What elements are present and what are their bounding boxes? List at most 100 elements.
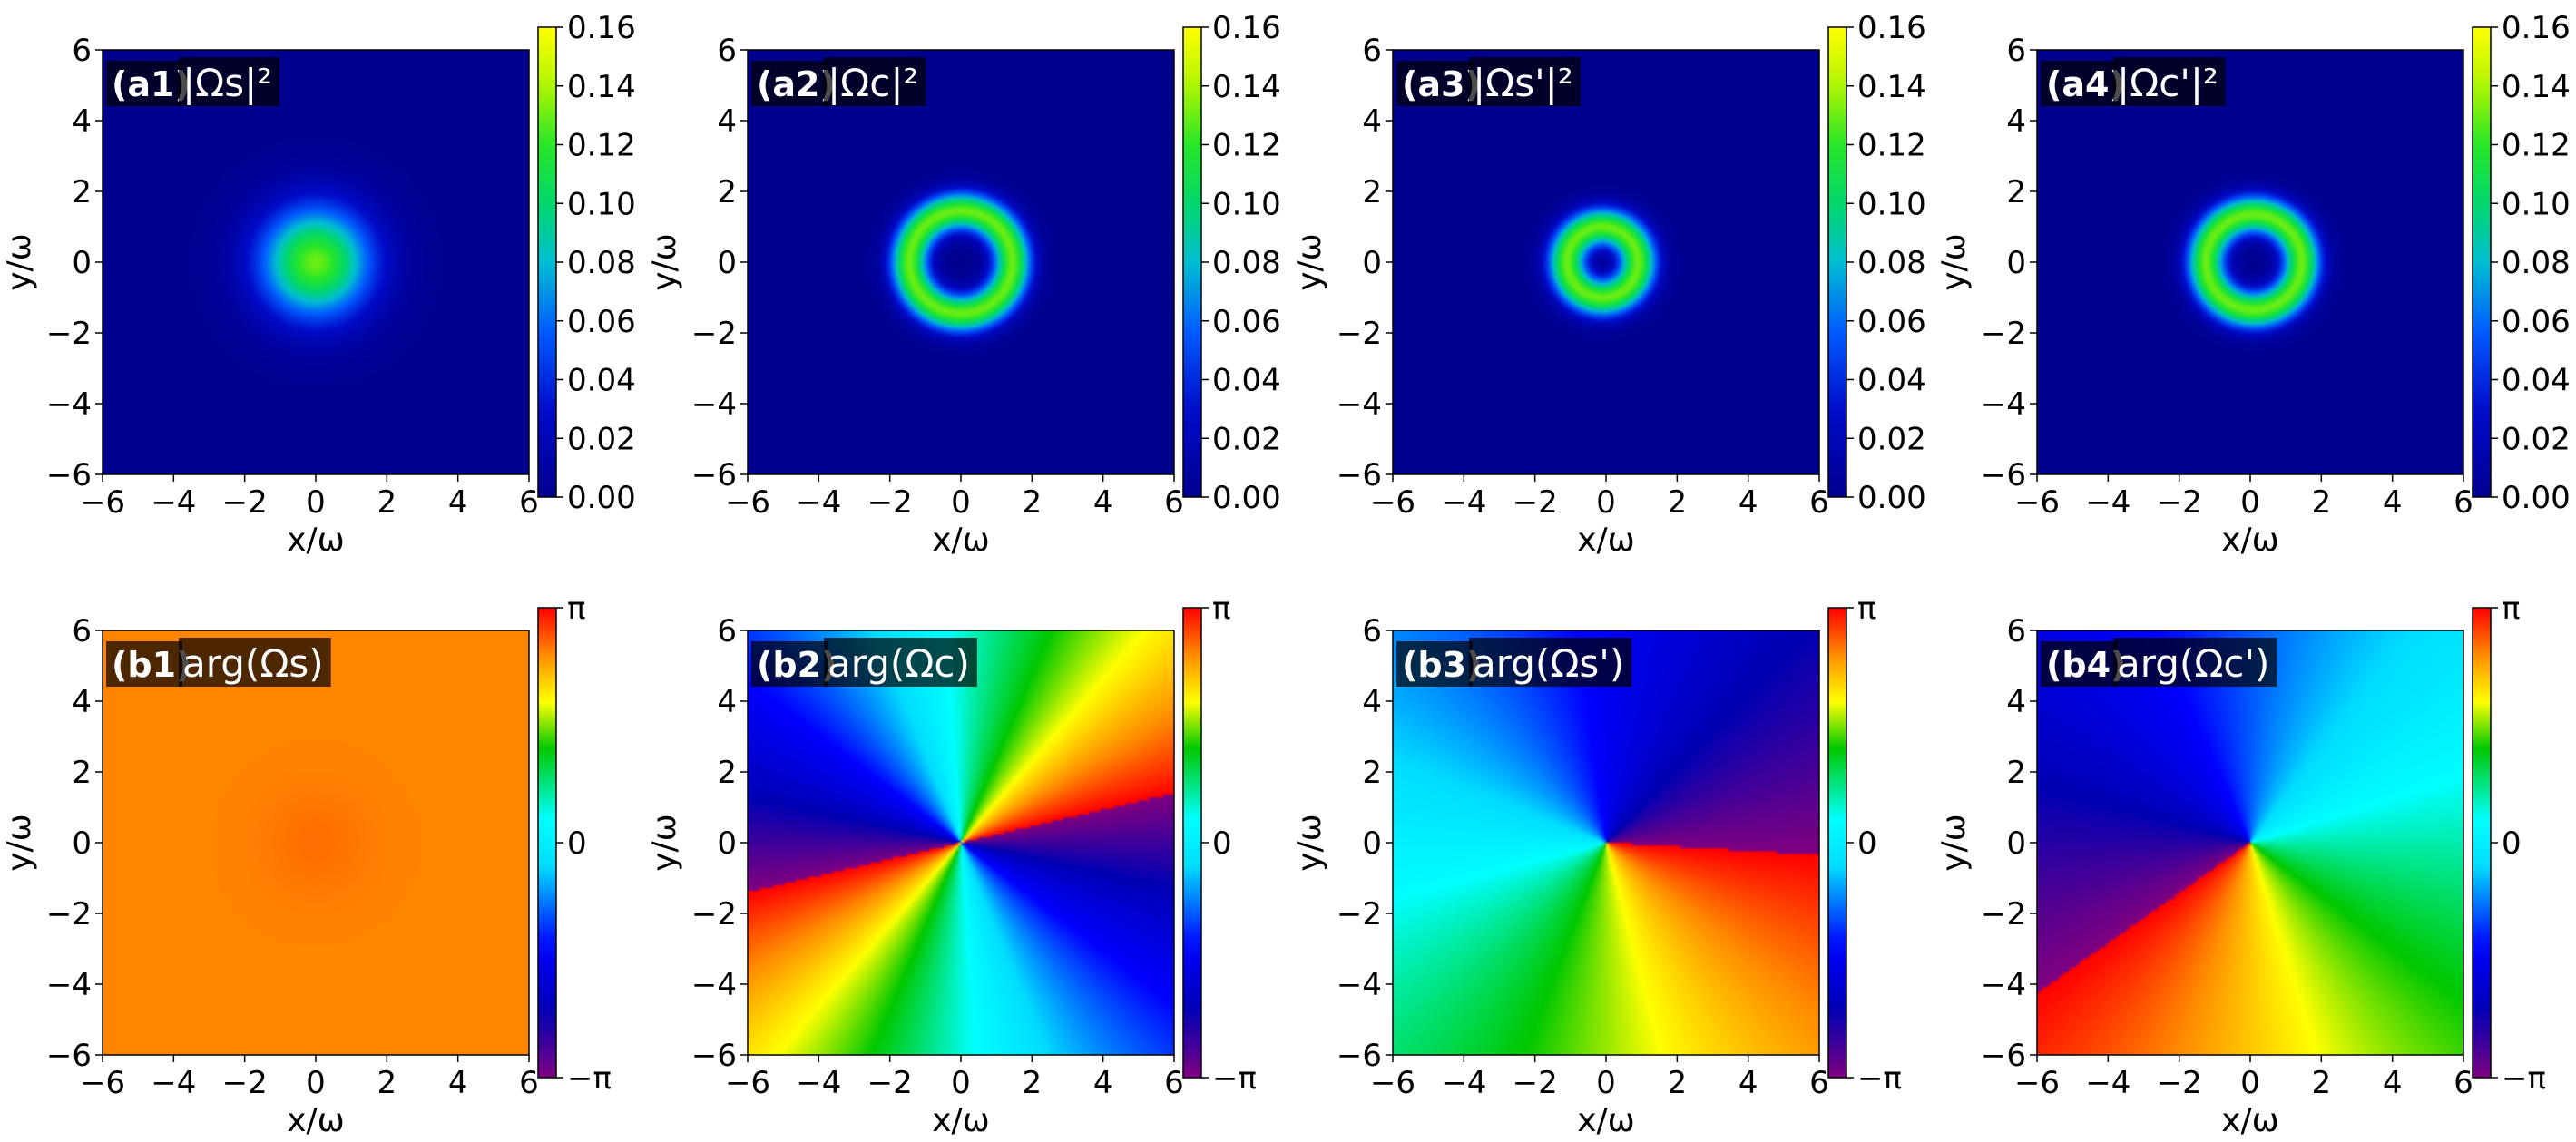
x-tick-label: 2 bbox=[1023, 1065, 1043, 1101]
colorbar-tick-label: 0.08 bbox=[2502, 245, 2571, 281]
y-axis-label: y/ω bbox=[1935, 814, 1973, 872]
x-tick-label: −4 bbox=[1441, 484, 1486, 521]
y-tick-label: 4 bbox=[72, 103, 92, 140]
x-axis-label: x/ω bbox=[287, 522, 345, 559]
colorbar-tick-label: 0.06 bbox=[2502, 304, 2571, 340]
colorbar-tick-label: 0.08 bbox=[1857, 245, 1926, 281]
y-axis-label: y/ω bbox=[1, 233, 38, 291]
y-tick-label: 4 bbox=[717, 684, 737, 720]
colorbar-tick-label: 0.16 bbox=[567, 10, 636, 46]
y-tick-label: 0 bbox=[1362, 245, 1382, 281]
colorbar-tick-label: 0.16 bbox=[2502, 10, 2571, 46]
colorbar-tick-label: 0.12 bbox=[1212, 128, 1281, 164]
y-tick-label: 6 bbox=[717, 613, 737, 649]
y-tick-label: 4 bbox=[72, 684, 92, 720]
x-tick-label: 2 bbox=[1668, 484, 1688, 521]
colorbar-tick-label: 0.00 bbox=[1857, 480, 1926, 516]
y-axis-label: y/ω bbox=[646, 814, 683, 872]
x-tick-label: 6 bbox=[2454, 1065, 2473, 1101]
y-tick-label: 0 bbox=[72, 245, 92, 281]
x-axis-label: x/ω bbox=[1577, 522, 1635, 559]
x-tick-label: 0 bbox=[951, 1065, 971, 1101]
x-axis-label: x/ω bbox=[2221, 1102, 2279, 1139]
x-tick-label: −6 bbox=[725, 1065, 770, 1101]
x-tick-label: 4 bbox=[1093, 1065, 1113, 1101]
colorbar-tick-label: 0.16 bbox=[1857, 10, 1926, 46]
panel-tag-box bbox=[1396, 61, 1473, 106]
colorbar-tick-label: 0 bbox=[1212, 825, 1232, 862]
heatmap-a2 bbox=[748, 50, 1174, 474]
x-tick-label: 2 bbox=[1668, 1065, 1688, 1101]
colorbar-tick-label: −π bbox=[2502, 1060, 2546, 1097]
colorbar-tick-label: −π bbox=[1857, 1060, 1902, 1097]
panel-tag: (b2) bbox=[757, 645, 837, 685]
colorbar-tick-label: 0.02 bbox=[567, 421, 636, 457]
heatmap-b1 bbox=[103, 630, 529, 1055]
y-tick-label: 0 bbox=[2006, 245, 2026, 281]
colorbar-tick-label: 0.10 bbox=[1857, 186, 1926, 222]
x-tick-label: 2 bbox=[2312, 484, 2332, 521]
colorbar-tick-label: 0.06 bbox=[1857, 304, 1926, 340]
y-tick-label: −4 bbox=[1981, 386, 2026, 423]
colorbar-tick-label: −π bbox=[1212, 1060, 1257, 1097]
y-tick-label: 0 bbox=[1362, 825, 1382, 862]
y-tick-label: −2 bbox=[1337, 316, 1382, 352]
colorbar-tick-label: 0.16 bbox=[1212, 10, 1281, 46]
y-tick-label: 6 bbox=[72, 613, 92, 649]
colorbar bbox=[537, 26, 557, 498]
colorbar-tick-label: 0.14 bbox=[1857, 69, 1926, 105]
x-tick-label: 6 bbox=[1164, 484, 1184, 521]
y-tick-label: −2 bbox=[46, 896, 92, 932]
x-tick-label: −6 bbox=[80, 1065, 125, 1101]
x-tick-label: 0 bbox=[1596, 1065, 1616, 1101]
panel-a4: −6 −4 −2 0 2 4 6 −6 −4 −2 0 2 4 6 x/ω y/ω (a4)|Ωc'|² 0.00… bbox=[1935, 10, 2571, 559]
colorbar-tick-label: 0.04 bbox=[1212, 363, 1281, 399]
colorbar-tick-label: 0.14 bbox=[567, 69, 636, 105]
panel-a3: −6 −4 −2 0 2 4 6 −6 −4 −2 0 2 4 6 x/ω y/ω (a3)|Ωs'|² 0.00… bbox=[1291, 10, 1926, 559]
panel-tag: (a1) bbox=[112, 64, 191, 104]
panel-tag-box bbox=[2041, 61, 2117, 106]
y-tick-label: 0 bbox=[717, 825, 737, 862]
colorbar-tick-label: 0.12 bbox=[2502, 128, 2571, 164]
heatmap-a1 bbox=[103, 50, 529, 474]
colorbar-tick-label: 0.08 bbox=[1212, 245, 1281, 281]
x-tick-label: 4 bbox=[1093, 484, 1113, 521]
x-tick-label: 0 bbox=[1596, 484, 1616, 521]
panel-title-box bbox=[824, 638, 977, 687]
panel-title-box bbox=[2113, 57, 2226, 106]
panel-title: arg(Ωs') bbox=[1473, 641, 1624, 686]
x-tick-label: −4 bbox=[2085, 484, 2130, 521]
panel-b3: −6 −4 −2 0 2 4 6 −6 −4 −2 0 2 4 6 x/ω y/ω (b3)arg(Ωs') −π… bbox=[1291, 591, 1902, 1139]
panel-tag: (a4) bbox=[2046, 64, 2125, 104]
panel-tag-box bbox=[1396, 641, 1473, 687]
panel-title-box bbox=[1469, 57, 1581, 106]
x-tick-label: 2 bbox=[377, 484, 397, 521]
x-tick-label: 0 bbox=[2240, 484, 2260, 521]
y-tick-label: 0 bbox=[72, 825, 92, 862]
x-tick-label: 6 bbox=[1809, 484, 1829, 521]
heatmap-a4 bbox=[2037, 50, 2463, 474]
y-tick-label: 4 bbox=[2006, 103, 2026, 140]
panel-title-box bbox=[2113, 638, 2277, 687]
x-axis-label: x/ω bbox=[1577, 1102, 1635, 1139]
panel-b2: −6 −4 −2 0 2 4 6 −6 −4 −2 0 2 4 6 x/ω y/ω (b2)arg(Ωc) −π 0… bbox=[646, 591, 1257, 1139]
y-tick-label: −6 bbox=[691, 457, 737, 493]
y-tick-label: −4 bbox=[691, 386, 737, 423]
colorbar-tick-label: 0.06 bbox=[567, 304, 636, 340]
x-tick-label: −2 bbox=[867, 484, 913, 521]
y-tick-label: −4 bbox=[1337, 967, 1382, 1003]
colorbar-tick-label: π bbox=[567, 591, 585, 627]
x-tick-label: 2 bbox=[2312, 1065, 2332, 1101]
y-tick-label: 2 bbox=[2006, 755, 2026, 791]
y-axis-label: y/ω bbox=[1291, 814, 1328, 872]
panel-b4: −6 −4 −2 0 2 4 6 −6 −4 −2 0 2 4 6 x/ω y/ω (b4)arg(Ωc') −π… bbox=[1935, 591, 2546, 1139]
x-tick-label: −6 bbox=[2014, 484, 2060, 521]
colorbar-tick-label: −π bbox=[567, 1060, 612, 1097]
panel-b1: −6 −4 −2 0 2 4 6 −6 −4 −2 0 2 4 6 x/ω y/ω (b1)arg(Ωs) −π 0… bbox=[1, 591, 612, 1139]
x-tick-label: 0 bbox=[306, 484, 326, 521]
x-tick-label: 0 bbox=[2240, 1065, 2260, 1101]
colorbar-tick-label: 0.02 bbox=[2502, 421, 2571, 457]
x-tick-label: −4 bbox=[796, 1065, 841, 1101]
y-tick-label: −6 bbox=[1337, 1038, 1382, 1074]
x-tick-label: −4 bbox=[1441, 1065, 1486, 1101]
